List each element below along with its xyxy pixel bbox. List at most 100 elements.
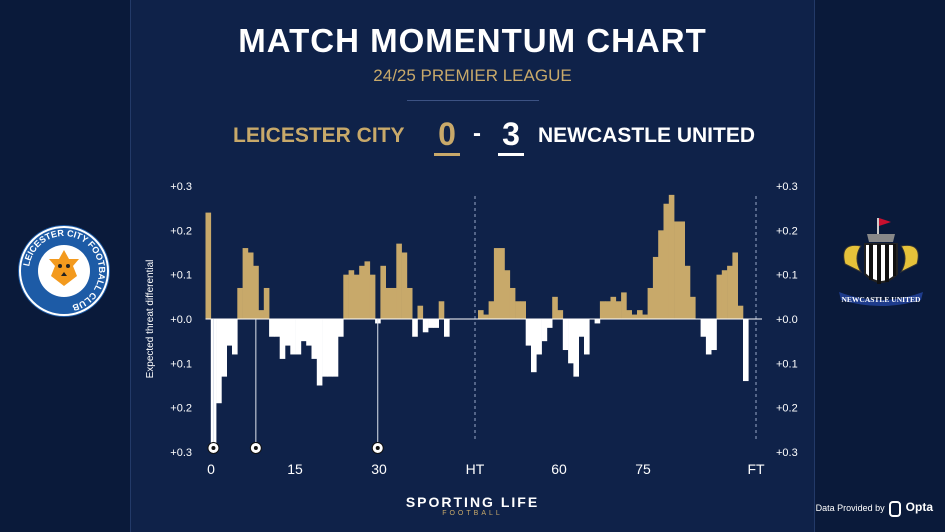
momentum-bar-second-half [621,292,627,319]
momentum-bar-first-half [391,287,397,319]
y-tick-label-right: +0.3 [776,181,798,193]
momentum-bar-second-half [700,319,707,337]
momentum-bar-second-half [531,319,537,373]
momentum-bar-second-half [478,310,484,319]
momentum-bar-first-half [332,319,339,377]
momentum-bar-first-half [306,319,312,346]
y-tick-label-left: +0.2 [170,403,192,415]
y-tick-label-left: +0.0 [170,314,192,326]
goal-ball-icon-center [253,446,258,450]
momentum-bar-second-half [737,305,744,319]
momentum-bar-second-half [557,310,564,319]
momentum-bar-first-half [406,287,413,319]
brand-subtitle: FOOTBALL [442,510,503,517]
y-tick-label-right: +0.2 [776,403,798,415]
momentum-bar-second-half [711,319,717,351]
momentum-bar-second-half [732,252,738,319]
momentum-bar-first-half [205,212,212,319]
momentum-bar-first-half [433,319,439,328]
away-team-name: NEWCASTLE UNITED [538,124,755,147]
momentum-bar-first-half [369,274,376,319]
momentum-bar-first-half [269,319,275,337]
y-tick-label-left: +0.2 [170,225,192,237]
x-tick-label: 30 [371,461,387,477]
title-divider [407,100,539,101]
newcastle-crest-text: NEWCASTLE UNITED [842,295,922,304]
score-separator: - [473,120,481,147]
newcastle-crest-icon: NEWCASTLE UNITED [839,218,923,306]
momentum-bar-first-half [359,265,365,319]
home-score: 0 [434,116,460,156]
y-tick-label-left: +0.1 [170,270,192,282]
provider-prefix: Data Provided by [815,503,885,513]
momentum-bar-second-half [520,301,526,319]
momentum-bar-second-half [727,265,733,319]
y-tick-label-right: +0.1 [776,358,798,370]
momentum-bar-first-half [412,319,418,337]
momentum-bar-second-half [488,301,495,319]
x-tick-label: 15 [287,461,303,477]
brand-logo: SPORTING LIFE [405,494,540,510]
momentum-bar-second-half [652,256,659,319]
y-tick-label-left: +0.1 [170,358,192,370]
x-tick-label: 60 [551,461,567,477]
momentum-bar-second-half [690,296,696,319]
momentum-bar-first-half [253,265,259,319]
momentum-bar-second-half [584,319,590,355]
x-tick-label: 0 [207,461,215,477]
momentum-bar-second-half [721,270,728,319]
provider-name: Opta [905,500,933,514]
momentum-bar-second-half [562,319,569,351]
momentum-bar-first-half [438,301,445,319]
momentum-bar-second-half [743,319,749,382]
momentum-bar-second-half [674,221,680,319]
y-tick-label-right: +0.0 [776,314,798,326]
momentum-bar-second-half [578,319,585,337]
momentum-bar-first-half [258,310,265,319]
momentum-bar-second-half [626,310,632,319]
page-subtitle: 24/25 PREMIER LEAGUE [373,66,572,85]
momentum-bar-second-half [525,319,532,346]
momentum-bar-first-half [353,274,360,319]
momentum-bar-second-half [716,274,723,319]
momentum-bar-first-half [380,265,386,319]
momentum-bar-second-half [615,301,622,319]
momentum-bar-second-half [663,203,670,319]
momentum-bar-first-half [295,319,302,355]
momentum-bar-second-half [637,310,643,319]
momentum-bar-first-half [274,319,280,337]
opta-logo-icon [889,500,902,517]
home-team-name: LEICESTER CITY [233,124,405,147]
away-score: 3 [498,116,524,156]
momentum-bar-first-half [401,252,408,319]
y-tick-label-right: +0.2 [776,225,798,237]
momentum-bar-first-half [322,319,328,377]
x-tick-label: HT [466,461,485,477]
momentum-bar-second-half [642,314,648,319]
momentum-bar-second-half [573,319,579,377]
momentum-bar-second-half [504,270,511,319]
momentum-bar-second-half [605,301,611,319]
data-provider: Data Provided by Opta [816,500,933,517]
momentum-bar-first-half [311,319,318,359]
momentum-bar-first-half [422,319,429,333]
momentum-bar-first-half [316,319,323,386]
momentum-bar-second-half [515,301,521,319]
momentum-bar-first-half [263,287,270,319]
momentum-bar-second-half [594,319,601,324]
momentum-bar-first-half [216,319,222,404]
momentum-bar-second-half [546,319,553,328]
momentum-bar-first-half [226,319,233,346]
momentum-bar-first-half [444,319,450,337]
momentum-bar-second-half [541,319,548,342]
goal-ball-icon-center [375,446,380,450]
leicester-crest-icon: LEICESTER CITY FOOTBALL CLUB [18,225,110,317]
momentum-bar-first-half [327,319,333,377]
y-axis-label: Expected threat differential [145,260,156,379]
momentum-bar-second-half [552,296,558,319]
momentum-bar-first-half [237,287,243,319]
momentum-bar-second-half [684,265,691,319]
y-tick-label-right: +0.1 [776,270,798,282]
momentum-bar-first-half [396,243,402,319]
momentum-bar-first-half [300,319,307,342]
